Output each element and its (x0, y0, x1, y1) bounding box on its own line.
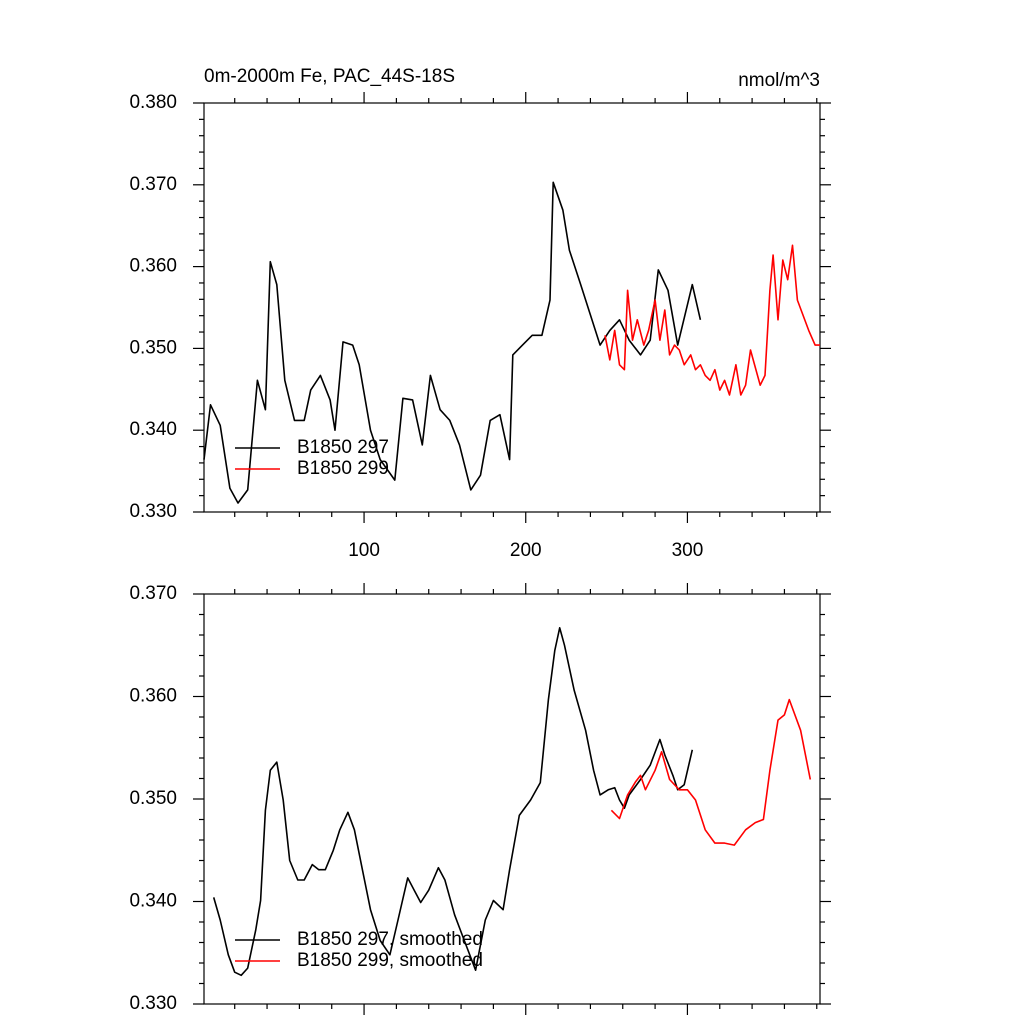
y-tick-label: 0.340 (129, 891, 177, 912)
legend-label: B1850 299 (297, 458, 389, 479)
x-tick-label: 200 (510, 540, 542, 561)
legend-label: B1850 297, smoothed (297, 929, 483, 950)
series-line (604, 244, 820, 396)
y-tick-label: 0.370 (129, 583, 177, 604)
y-tick-label: 0.370 (129, 174, 177, 195)
y-tick-label: 0.330 (129, 501, 177, 522)
y-tick-label: 0.350 (129, 337, 177, 358)
chart-title: 0m-2000m Fe, PAC_44S-18S (204, 66, 455, 87)
y-tick-label: 0.360 (129, 256, 177, 277)
y-tick-label: 0.380 (129, 92, 177, 113)
legend-label: B1850 299, smoothed (297, 950, 483, 971)
series-line (212, 627, 694, 977)
units-label: nmol/m^3 (738, 70, 820, 91)
y-tick-label: 0.330 (129, 993, 177, 1014)
y-tick-label: 0.340 (129, 419, 177, 440)
plot-frame (203, 102, 821, 513)
y-tick-label: 0.360 (129, 686, 177, 707)
series-line (203, 181, 702, 504)
legend-label: B1850 297 (297, 437, 389, 458)
series-line (610, 698, 812, 846)
y-tick-label: 0.350 (129, 788, 177, 809)
x-tick-label: 100 (348, 540, 380, 561)
x-tick-label: 300 (672, 540, 704, 561)
